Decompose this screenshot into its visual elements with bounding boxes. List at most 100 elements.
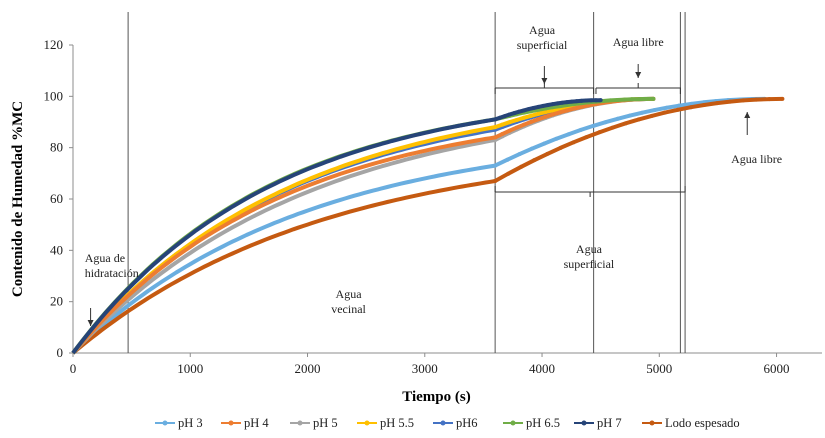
series-point xyxy=(689,101,694,106)
series-point xyxy=(636,117,641,122)
legend-label: pH6 xyxy=(456,416,478,430)
series-point xyxy=(579,104,584,109)
legend-label: pH 5 xyxy=(313,416,338,430)
series-line xyxy=(71,96,765,355)
series-point xyxy=(558,145,563,150)
series-point xyxy=(512,111,517,116)
y-tick-label: 20 xyxy=(50,294,63,309)
series-point xyxy=(532,158,537,163)
series-point xyxy=(505,157,510,162)
series-point xyxy=(574,99,579,104)
series-point xyxy=(542,141,547,146)
series-point xyxy=(569,99,574,104)
series-point xyxy=(702,103,707,108)
series-point xyxy=(715,101,720,106)
series-point xyxy=(677,103,682,108)
y-tick-label: 80 xyxy=(50,140,63,155)
series-point xyxy=(591,123,596,128)
series-point xyxy=(543,114,548,119)
legend-label: pH 4 xyxy=(244,416,269,430)
y-tick-label: 0 xyxy=(57,345,64,360)
series-point xyxy=(529,146,534,151)
series-point xyxy=(521,108,526,113)
legend-swatch-marker xyxy=(649,420,655,426)
series-point xyxy=(589,98,594,103)
series-point xyxy=(493,135,498,140)
series-point xyxy=(536,104,541,109)
series-point xyxy=(536,117,541,122)
x-tick-label: 1000 xyxy=(177,361,203,376)
annotation-superficial-top: Agua superficial xyxy=(517,23,568,52)
series-point xyxy=(571,140,576,145)
annotation-line: superficial xyxy=(564,257,615,271)
annotation-line: Agua xyxy=(336,287,363,301)
series-point xyxy=(543,110,548,115)
legend-swatch-marker xyxy=(162,420,168,426)
series-lines xyxy=(71,96,785,355)
series-point xyxy=(584,98,589,103)
series-point xyxy=(526,107,531,112)
arrow-head xyxy=(744,112,751,118)
annotation-line: vecinal xyxy=(331,302,366,316)
series-point xyxy=(493,163,498,168)
x-tick-label: 3000 xyxy=(412,361,438,376)
series-point xyxy=(629,97,634,102)
axes: 0 20 40 60 80 100 120 0 1000 2000 3000 4000 5000 6000 xyxy=(44,37,822,376)
annotation-line: hidratación xyxy=(85,266,139,280)
series-point xyxy=(593,98,598,103)
series-point xyxy=(500,131,505,136)
legend-swatch-marker xyxy=(510,420,516,426)
series-point xyxy=(517,152,522,157)
y-tick-label: 100 xyxy=(44,88,64,103)
legend-swatch-marker xyxy=(364,420,370,426)
bracket xyxy=(595,83,681,94)
arrow-head xyxy=(541,78,548,84)
series-point xyxy=(644,96,649,101)
series-point xyxy=(627,113,632,118)
series-point xyxy=(554,136,559,141)
x-tick-label: 5000 xyxy=(646,361,672,376)
series-point xyxy=(545,102,550,107)
series-point xyxy=(493,117,498,122)
series-point xyxy=(622,97,627,102)
series-point xyxy=(649,113,654,118)
series-point xyxy=(637,97,642,102)
series-point xyxy=(514,117,519,122)
series-line xyxy=(71,96,783,355)
series-point xyxy=(497,115,502,120)
series-point xyxy=(741,98,746,103)
annotation-line: superficial xyxy=(517,38,568,52)
series-point xyxy=(565,100,570,105)
series-point xyxy=(689,105,694,110)
series-point xyxy=(579,98,584,103)
series-point xyxy=(728,99,733,104)
annotation-libre-right: Agua libre xyxy=(731,152,782,166)
annotation-superficial-mid: Agua superficial xyxy=(564,242,615,271)
series-point xyxy=(584,135,589,140)
annotation-line: Agua xyxy=(529,23,556,37)
series-point xyxy=(521,122,526,127)
legend: pH 3 pH 4 pH 5 pH 5.5 pH6 pH 6.5 pH 7 Lodo espe… xyxy=(155,416,740,430)
annotation-vecinal: Agua vecinal xyxy=(331,287,366,316)
series-point xyxy=(662,110,667,115)
series-point xyxy=(560,100,565,105)
annotation-hidratacion: Agua de hidratación xyxy=(85,251,139,280)
x-tick-label: 2000 xyxy=(295,361,321,376)
x-tick-label: 6000 xyxy=(764,361,790,376)
legend-label: pH 5.5 xyxy=(380,416,414,430)
series-point xyxy=(529,113,534,118)
series-point xyxy=(519,164,524,169)
series-point xyxy=(557,110,562,115)
series-point xyxy=(780,96,785,101)
series-point xyxy=(754,97,759,102)
series-point xyxy=(536,111,541,116)
series-point xyxy=(517,109,522,114)
series-point xyxy=(521,115,526,120)
series-point xyxy=(767,97,772,102)
bracket xyxy=(494,186,686,197)
series-point xyxy=(514,125,519,130)
series-point xyxy=(531,105,536,110)
annotation-line: Agua de xyxy=(85,251,125,265)
